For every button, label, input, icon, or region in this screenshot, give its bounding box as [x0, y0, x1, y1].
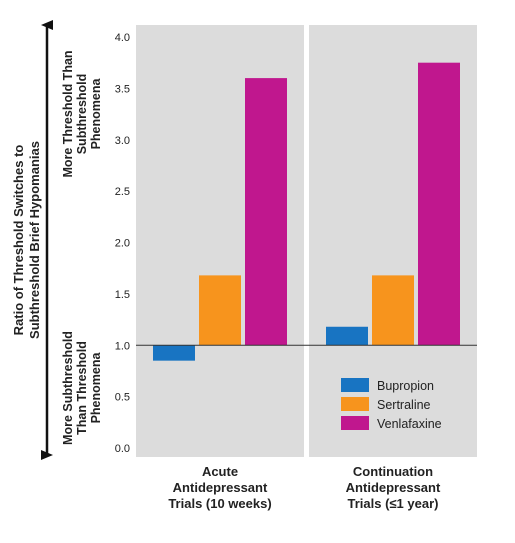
- y-axis-ticks: 0.0 0.5 1.0 1.5 2.0 2.5 3.0 3.5 4.0: [115, 32, 130, 455]
- y-axis-title-line-1: Ratio of Threshold Switches to: [11, 145, 26, 336]
- bar-venlafaxine-continuation: [418, 62, 460, 346]
- bar-venlafaxine-acute: [245, 78, 287, 346]
- direction-label-up-line-3: Phenomena: [89, 78, 103, 150]
- direction-label-up-line-1: More Threshold Than: [61, 50, 75, 177]
- direction-label-down-line-3: Phenomena: [89, 352, 103, 424]
- category-labels: Acute Antidepressant Trials (10 weeks) C…: [168, 464, 441, 511]
- y-tick-label: 1.0: [115, 340, 130, 352]
- category-label-acute-line-1: Acute: [202, 464, 238, 479]
- direction-label-up-line-2: Subthreshold: [75, 74, 89, 155]
- bar-bupropion-continuation: [326, 326, 368, 346]
- y-axis-title-line-2: Subthreshold Brief Hypomanias: [27, 141, 42, 339]
- legend-label-sertraline: Sertraline: [377, 398, 431, 412]
- y-tick-label: 0.5: [115, 392, 130, 404]
- category-label-continuation-line-1: Continuation: [353, 464, 433, 479]
- y-tick-label: 4.0: [115, 32, 130, 44]
- bar-bupropion-acute: [153, 345, 195, 361]
- category-label-acute-line-2: Antidepressant: [173, 480, 268, 495]
- y-tick-label: 0.0: [115, 443, 130, 455]
- direction-label-down-line-2: Than Threshold: [75, 341, 89, 435]
- category-label-continuation-line-3: Trials (≤1 year): [348, 496, 439, 511]
- y-tick-label: 2.5: [115, 186, 130, 198]
- y-tick-label: 2.0: [115, 238, 130, 250]
- bars: [153, 62, 460, 361]
- direction-label-down-line-1: More Subthreshold: [61, 331, 75, 445]
- category-label-acute-line-3: Trials (10 weeks): [168, 496, 271, 511]
- legend-swatch-sertraline: [341, 397, 369, 411]
- bar-sertraline-continuation: [372, 275, 414, 346]
- legend-label-bupropion: Bupropion: [377, 379, 434, 393]
- y-tick-label: 1.5: [115, 289, 130, 301]
- bar-sertraline-acute: [199, 275, 241, 346]
- y-tick-label: 3.5: [115, 83, 130, 95]
- legend-swatch-bupropion: [341, 378, 369, 392]
- category-label-continuation-line-2: Antidepressant: [346, 480, 441, 495]
- legend-label-venlafaxine: Venlafaxine: [377, 417, 442, 431]
- legend-swatch-venlafaxine: [341, 416, 369, 430]
- legend: Bupropion Sertraline Venlafaxine: [341, 378, 442, 431]
- y-tick-label: 3.0: [115, 135, 130, 147]
